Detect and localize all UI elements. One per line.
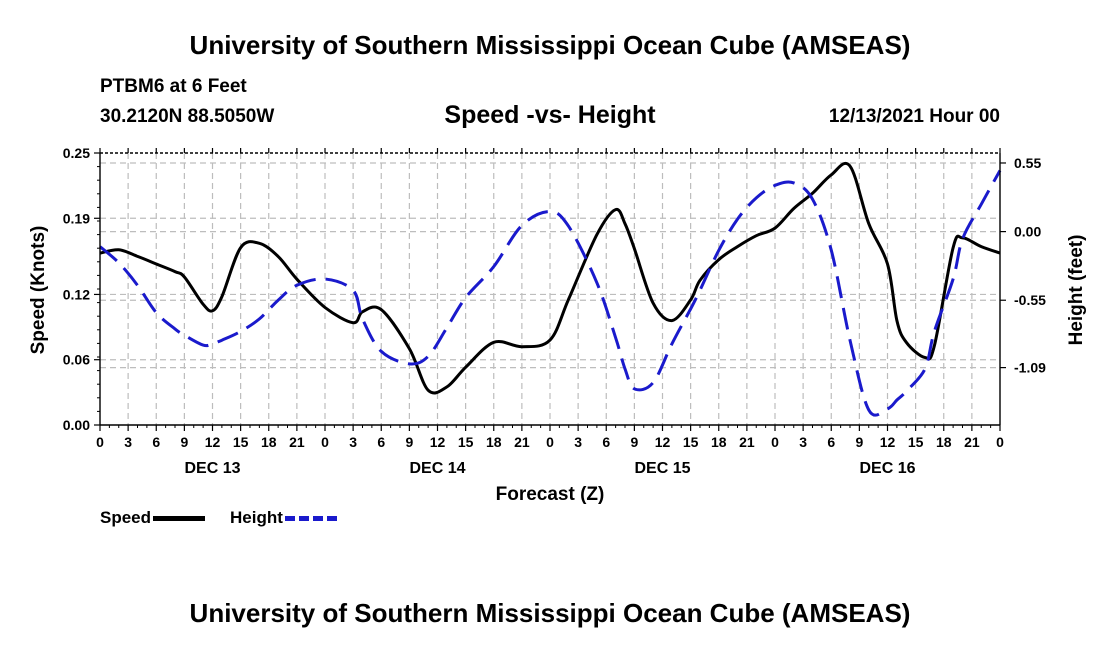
station-label: PTBM6 at 6 Feet: [100, 76, 247, 97]
day-label: DEC 14: [409, 460, 465, 477]
page-title: University of Southern Mississippi Ocean…: [189, 30, 911, 60]
x-tick-label: 18: [936, 434, 952, 450]
x-tick-label: 15: [683, 434, 699, 450]
y-tick-label: 0.12: [63, 286, 90, 302]
y-tick-label: 0.19: [63, 210, 90, 226]
x-tick-label: 21: [289, 434, 305, 450]
day-label: DEC 15: [634, 460, 690, 477]
x-tick-label: 12: [880, 434, 896, 450]
legend-height-label: Height: [230, 508, 283, 527]
y-axis-label: Speed (Knots): [28, 226, 49, 355]
x-tick-label: 3: [349, 434, 357, 450]
x-tick-label: 12: [655, 434, 671, 450]
y-tick-label: 0.06: [63, 352, 90, 368]
legend-speed-swatch: [153, 515, 206, 521]
x-tick-label: 15: [233, 434, 249, 450]
x-tick-label: 0: [321, 434, 329, 450]
chart-title: Speed -vs- Height: [444, 101, 656, 129]
x-tick-label: 0: [771, 434, 779, 450]
y2-tick-label: 0.00: [1014, 224, 1041, 240]
x-tick-label: 15: [458, 434, 474, 450]
series-layer: [99, 161, 1002, 417]
x-tick-label: 6: [827, 434, 835, 450]
footer-title: University of Southern Mississippi Ocean…: [189, 598, 911, 628]
legend-height-swatch: [284, 515, 337, 521]
x-tick-label: 21: [739, 434, 755, 450]
x-tick-label: 6: [152, 434, 160, 450]
x-tick-label: 9: [630, 434, 638, 450]
x-tick-label: 12: [205, 434, 221, 450]
legend-height: Height: [230, 508, 337, 528]
x-tick-label: 18: [261, 434, 277, 450]
x-tick-label: 12: [430, 434, 446, 450]
axes: 0 3 6 9 12 15 18 21 0 3 6 9 12 15 18 21 0 3 6 9 12 15 18 21 0 3 6 9…: [63, 145, 1046, 477]
x-tick-label: 9: [405, 434, 413, 450]
x-tick-label: 21: [964, 434, 980, 450]
x-axis-label: Forecast (Z): [496, 484, 605, 505]
series-line-speed: [99, 161, 1001, 395]
day-label: DEC 13: [184, 460, 240, 477]
x-tick-label: 0: [546, 434, 554, 450]
series-line-height: [99, 169, 1002, 417]
x-tick-label: 3: [799, 434, 807, 450]
legend-speed-label: Speed: [100, 508, 152, 527]
x-tick-label: 21: [514, 434, 530, 450]
x-tick-label: 6: [602, 434, 610, 450]
day-label: DEC 16: [859, 460, 915, 477]
y2-tick-label: 0.55: [1014, 155, 1041, 171]
legend-speed: Speed: [100, 508, 206, 528]
y-tick-label: 0.25: [63, 145, 90, 161]
latlon-label: 30.2120N 88.5050W: [100, 106, 275, 127]
x-tick-label: 18: [486, 434, 502, 450]
x-tick-label: 3: [124, 434, 132, 450]
y2-tick-label: -1.09: [1014, 360, 1046, 376]
x-tick-label: 18: [711, 434, 727, 450]
x-tick-label: 15: [908, 434, 924, 450]
x-tick-label: 6: [377, 434, 385, 450]
x-tick-label: 9: [855, 434, 863, 450]
y-tick-label: 0.00: [63, 417, 90, 433]
x-tick-label: 3: [574, 434, 582, 450]
x-tick-label: 9: [180, 434, 188, 450]
x-tick-label: 0: [996, 434, 1004, 450]
grid: [100, 153, 1000, 425]
date-label: 12/13/2021 Hour 00: [828, 106, 1000, 127]
x-tick-label: 0: [96, 434, 104, 450]
y2-tick-label: -0.55: [1014, 292, 1046, 308]
y2-axis-label: Height (feet): [1066, 235, 1087, 346]
